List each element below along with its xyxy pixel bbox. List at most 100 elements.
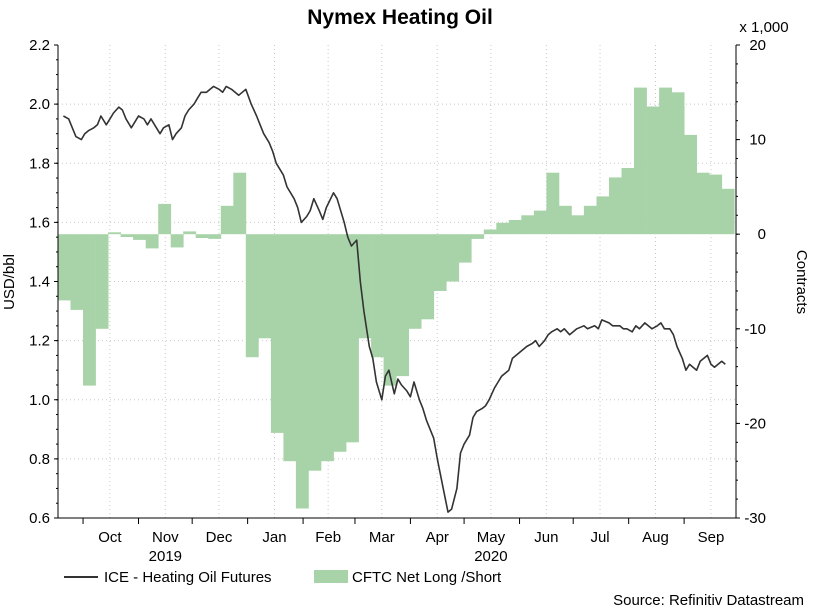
area-bar — [83, 234, 96, 386]
area-bar — [621, 168, 635, 235]
area-bar — [145, 234, 159, 249]
area-bar — [70, 234, 84, 310]
x-axis: Oct Nov Dec Jan Feb Mar Apr May Jun Jul Aug Sep 2019… — [82, 518, 725, 565]
x-month-label: Jun — [534, 529, 558, 546]
left-tick-label: 1.8 — [29, 155, 50, 172]
area-bar — [333, 234, 347, 452]
area-bar — [634, 87, 647, 235]
area-bar — [483, 229, 497, 235]
left-tick-label: 1.6 — [29, 214, 50, 231]
left-tick-label: 2.2 — [29, 37, 50, 54]
area-bar — [295, 234, 309, 509]
right-tick-label: -30 — [744, 510, 766, 527]
legend-area-label: CFTC Net Long /Short — [352, 569, 502, 586]
area-bar — [659, 87, 672, 235]
x-month-label: Oct — [98, 529, 122, 546]
area-bar — [646, 106, 660, 235]
area-bar — [596, 196, 610, 235]
area-bar — [371, 234, 384, 358]
area-bar — [684, 134, 697, 235]
line-series-heating-oil — [63, 85, 726, 513]
x-month-label: Feb — [315, 529, 341, 546]
x-month-label: Nov — [152, 529, 179, 546]
area-bar — [346, 234, 359, 443]
x-year-label: 2019 — [149, 548, 182, 565]
source-note: Source: Refinitiv Datastream — [613, 592, 804, 609]
left-axis-label: USD/bbl — [1, 254, 18, 310]
left-tick-label: 2.0 — [29, 96, 50, 113]
left-tick-label: 1.2 — [29, 333, 50, 350]
area-bar — [433, 234, 447, 291]
area-bar — [396, 234, 409, 377]
area-bar — [133, 234, 146, 240]
area-bar — [446, 234, 460, 282]
area-bar — [270, 234, 284, 433]
line-series-layer — [63, 85, 726, 513]
right-tick-label: -10 — [744, 321, 766, 338]
chart-title: Nymex Heating Oil — [307, 6, 493, 29]
left-axis: 0.6 0.8 1.0 1.2 1.4 1.6 1.8 2.0 2.2 — [29, 37, 58, 527]
area-bar — [583, 205, 597, 235]
area-bar — [721, 188, 735, 235]
right-tick-label: -20 — [744, 415, 766, 432]
left-tick-label: 1.0 — [29, 392, 50, 409]
right-tick-label: 0 — [758, 226, 766, 243]
x-year-label: 2020 — [474, 548, 507, 565]
area-bar — [533, 210, 547, 235]
right-tick-label: 20 — [749, 37, 766, 54]
area-bar — [208, 234, 222, 239]
legend-line-label: ICE - Heating Oil Futures — [104, 569, 272, 586]
area-bar — [709, 174, 723, 235]
area-bar — [220, 205, 234, 235]
area-bar — [195, 234, 209, 238]
right-axis: -30 -20 -10 0 10 20 — [736, 37, 766, 527]
area-bar — [258, 234, 272, 339]
left-tick-label: 1.4 — [29, 274, 50, 291]
x-month-label: Mar — [369, 529, 395, 546]
area-bar — [571, 215, 585, 235]
area-bar — [158, 203, 172, 235]
area-bar — [521, 215, 535, 235]
area-bar — [108, 232, 121, 235]
area-bar — [408, 234, 422, 329]
area-bar — [546, 172, 560, 235]
area-bar — [609, 177, 622, 235]
area-bar — [471, 234, 485, 239]
x-month-label: Aug — [642, 529, 669, 546]
area-bar — [308, 234, 322, 471]
area-bar — [120, 234, 134, 237]
right-axis-label: Contracts — [793, 250, 810, 314]
area-bar — [458, 234, 472, 263]
area-bar — [95, 234, 109, 329]
area-bar — [358, 234, 372, 339]
legend-area-swatch — [314, 570, 348, 583]
area-bar — [58, 234, 71, 301]
left-tick-label: 0.6 — [29, 510, 50, 527]
area-bar — [321, 234, 334, 462]
area-bar — [496, 222, 510, 235]
x-month-label: May — [477, 529, 506, 546]
area-bar — [383, 234, 397, 386]
x-month-label: Jan — [262, 529, 286, 546]
area-bar — [671, 92, 685, 235]
area-bar — [696, 172, 710, 235]
area-bar — [233, 172, 247, 235]
left-tick-label: 0.8 — [29, 451, 50, 468]
area-bar — [183, 231, 197, 235]
x-month-label: Apr — [426, 529, 449, 546]
area-series-layer — [58, 87, 735, 509]
legend: ICE - Heating Oil Futures CFTC Net Long … — [64, 569, 502, 586]
area-bar — [170, 234, 184, 248]
area-bar — [245, 234, 259, 358]
area-bar — [421, 234, 435, 320]
x-month-label: Sep — [698, 529, 725, 546]
area-bar — [558, 205, 572, 235]
x-month-label: Dec — [206, 529, 233, 546]
area-bar — [508, 220, 522, 235]
x-month-label: Jul — [590, 529, 609, 546]
right-tick-label: 10 — [749, 132, 766, 149]
area-bar — [283, 234, 297, 462]
right-axis-multiplier: x 1,000 — [739, 19, 788, 36]
